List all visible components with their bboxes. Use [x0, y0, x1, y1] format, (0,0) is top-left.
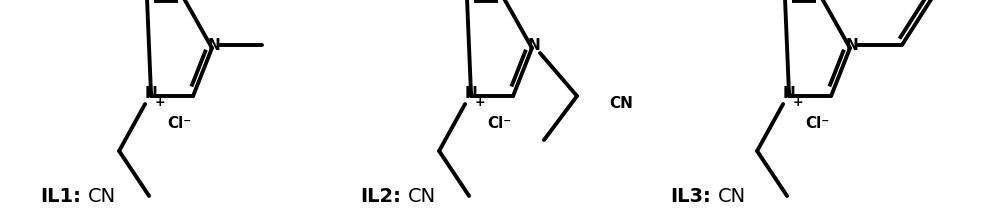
- Text: Cl⁻: Cl⁻: [487, 117, 511, 132]
- Text: Cl⁻: Cl⁻: [805, 117, 829, 132]
- Text: +: +: [475, 97, 485, 109]
- Text: IL2:: IL2:: [360, 187, 401, 206]
- Text: N: N: [528, 38, 540, 54]
- Text: CN: CN: [609, 97, 633, 112]
- Text: N: N: [783, 86, 795, 101]
- Text: CN: CN: [88, 187, 116, 206]
- Text: N: N: [846, 38, 858, 54]
- Text: IL3:: IL3:: [670, 187, 711, 206]
- Text: +: +: [155, 97, 165, 109]
- Text: N: N: [465, 86, 477, 101]
- Text: +: +: [793, 97, 803, 109]
- Text: CN: CN: [718, 187, 746, 206]
- Text: N: N: [208, 38, 220, 54]
- Text: N: N: [145, 86, 157, 101]
- Text: CN: CN: [408, 187, 436, 206]
- Text: IL1:: IL1:: [40, 187, 81, 206]
- Text: Cl⁻: Cl⁻: [167, 117, 191, 132]
